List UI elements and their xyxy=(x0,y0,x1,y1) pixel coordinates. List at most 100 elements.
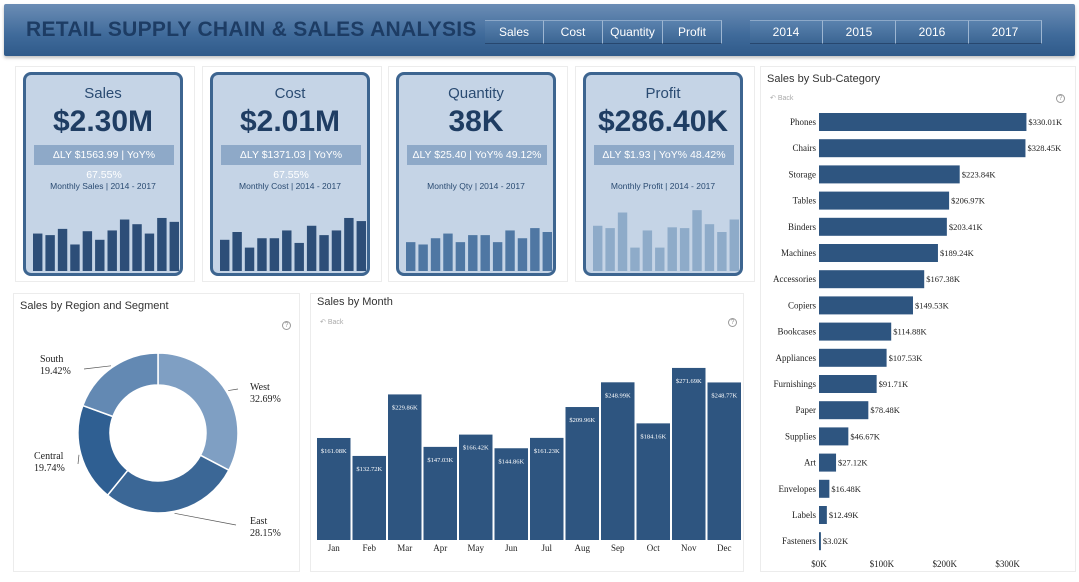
kpi-bar xyxy=(480,235,490,271)
kpi-value: $2.30M xyxy=(52,105,154,138)
tab-quantity[interactable]: Quantity xyxy=(603,20,663,44)
subcategory-bar[interactable] xyxy=(819,139,1026,158)
back-button[interactable]: ↶ Back xyxy=(770,95,794,102)
panel-title: Sales by Sub-Category xyxy=(767,73,881,85)
kpi-bar xyxy=(344,217,354,271)
tab-year-2017[interactable]: 2017 xyxy=(969,20,1042,44)
month-bar[interactable] xyxy=(530,437,564,540)
kpi-bar xyxy=(82,231,93,271)
kpi-card-profit-wrap: Profit $286.40K ΔLY $1.93 | YoY% 48.42% … xyxy=(575,66,755,282)
month-bar-label: $161.08K xyxy=(321,448,347,455)
tab-sales[interactable]: Sales xyxy=(485,20,544,44)
month-bar[interactable] xyxy=(459,434,493,540)
help-icon[interactable]: ? xyxy=(728,318,737,327)
kpi-bar xyxy=(517,238,528,271)
donut-leader-line xyxy=(83,365,112,370)
subcategory-value-label: $16.48K xyxy=(831,484,861,494)
month-bar-label: $166.42K xyxy=(463,445,489,452)
kpi-bar xyxy=(132,224,142,271)
subcategory-label: Binders xyxy=(788,222,816,232)
back-button[interactable]: ↶ Back xyxy=(320,319,344,326)
subcategory-label: Paper xyxy=(796,405,817,415)
kpi-bar xyxy=(169,221,179,271)
kpi-value: $286.40K xyxy=(597,105,729,138)
kpi-sparkbar-chart xyxy=(593,210,739,271)
donut-label: South xyxy=(40,354,63,365)
subcategory-label: Supplies xyxy=(785,431,817,441)
donut-slice-south[interactable] xyxy=(81,352,159,418)
subcategory-label: Chairs xyxy=(793,143,817,153)
donut-label: West xyxy=(250,382,270,393)
kpi-bar xyxy=(144,233,155,271)
kpi-bar xyxy=(655,247,665,271)
kpi-sparkbar-chart xyxy=(406,228,552,271)
subcategory-bar[interactable] xyxy=(819,506,827,524)
month-bar[interactable] xyxy=(565,407,600,540)
month-bar[interactable] xyxy=(317,437,351,540)
subcategory-bar[interactable] xyxy=(819,165,960,184)
month-bar[interactable] xyxy=(352,455,387,540)
donut-slice-east[interactable] xyxy=(106,454,230,514)
subcategory-bar[interactable] xyxy=(819,453,837,472)
kpi-bar xyxy=(542,232,552,271)
donut-label: East xyxy=(250,516,267,527)
subcategory-bar[interactable] xyxy=(819,348,887,367)
subcategory-bar[interactable] xyxy=(819,191,950,210)
subcategory-bar[interactable] xyxy=(819,296,913,315)
month-bar[interactable] xyxy=(672,367,706,540)
kpi-bar xyxy=(220,239,230,271)
kpi-card-sales[interactable]: Sales $2.30M ΔLY $1563.99 | YoY% 67.55% … xyxy=(23,72,183,276)
tab-profit[interactable]: Profit xyxy=(663,20,722,44)
donut-percent-label: 19.42% xyxy=(40,366,71,377)
month-bar[interactable] xyxy=(423,446,458,540)
subcategory-bar[interactable] xyxy=(819,479,830,498)
subcategory-value-label: $330.01K xyxy=(1028,117,1063,127)
month-bar[interactable] xyxy=(388,394,422,540)
subcategory-bar[interactable] xyxy=(819,113,1027,131)
month-bar[interactable] xyxy=(636,423,671,540)
kpi-bar xyxy=(406,242,416,271)
donut-slice-west[interactable] xyxy=(157,352,239,472)
subcategory-bar[interactable] xyxy=(819,270,925,289)
subcategory-bar[interactable] xyxy=(819,244,938,262)
kpi-bar xyxy=(679,228,690,271)
kpi-card-quantity[interactable]: Quantity 38K ΔLY $25.40 | YoY% 49.12% Mo… xyxy=(396,72,556,276)
tab-year-2016[interactable]: 2016 xyxy=(896,20,969,44)
tab-year-2014[interactable]: 2014 xyxy=(750,20,823,44)
kpi-bar xyxy=(418,244,428,271)
help-icon[interactable]: ? xyxy=(1056,94,1065,103)
subcategory-value-label: $91.71K xyxy=(879,379,909,389)
subcategory-bar[interactable] xyxy=(819,401,869,420)
subcategory-bar[interactable] xyxy=(819,532,821,551)
tab-year-2015[interactable]: 2015 xyxy=(823,20,896,44)
month-tick-label: May xyxy=(468,543,485,553)
kpi-bar xyxy=(269,238,280,271)
tab-cost[interactable]: Cost xyxy=(544,20,603,44)
help-icon[interactable]: ? xyxy=(282,321,291,330)
kpi-bar xyxy=(33,233,43,271)
month-tick-label: Feb xyxy=(363,543,377,553)
kpi-card-profit[interactable]: Profit $286.40K ΔLY $1.93 | YoY% 48.42% … xyxy=(583,72,743,276)
subcategory-label: Appliances xyxy=(776,353,817,363)
kpi-label: Quantity xyxy=(448,85,504,102)
subcategory-label: Art xyxy=(804,458,816,468)
kpi-bar xyxy=(294,242,304,271)
kpi-bar xyxy=(642,230,653,271)
subcategory-bar[interactable] xyxy=(819,427,849,446)
kpi-bar xyxy=(468,235,478,271)
kpi-card-quantity-wrap: Quantity 38K ΔLY $25.40 | YoY% 49.12% Mo… xyxy=(388,66,568,282)
month-tick-label: Aug xyxy=(575,543,591,553)
subcategory-bar[interactable] xyxy=(819,375,877,393)
subcategory-bar[interactable] xyxy=(819,217,947,236)
subcategory-value-label: $206.97K xyxy=(951,196,986,206)
month-bar[interactable] xyxy=(601,382,635,540)
month-bar[interactable] xyxy=(494,448,529,540)
subcategory-value-label: $189.24K xyxy=(940,248,975,258)
year-tabs: 2014 2015 2016 2017 xyxy=(750,20,1042,44)
sales-by-subcategory-panel: Sales by Sub-Category ↶ Back ? Phones $33… xyxy=(760,66,1076,572)
kpi-card-cost[interactable]: Cost $2.01M ΔLY $1371.03 | YoY% 67.55% M… xyxy=(210,72,370,276)
subcategory-bar[interactable] xyxy=(819,322,892,341)
kpi-bar xyxy=(729,219,739,271)
subcategory-value-label: $203.41K xyxy=(949,222,984,232)
month-bar[interactable] xyxy=(707,382,742,540)
